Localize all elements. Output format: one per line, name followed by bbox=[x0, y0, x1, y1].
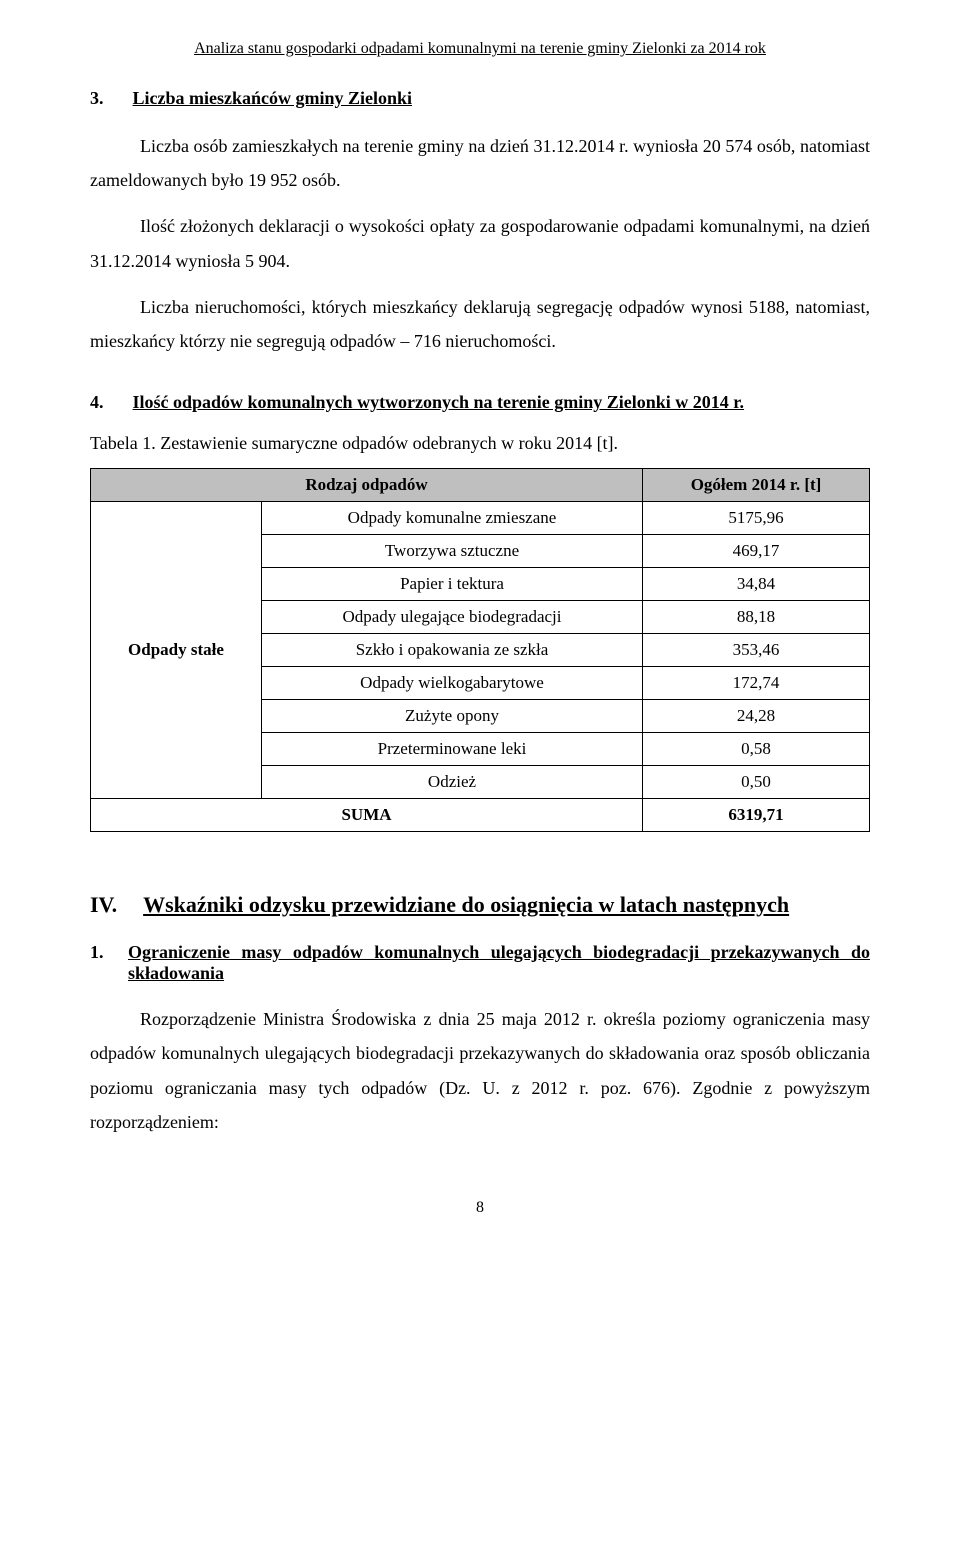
section-iv-title: Wskaźniki odzysku przewidziane do osiągn… bbox=[143, 892, 789, 917]
table-type-cell: Odpady wielkogabarytowe bbox=[262, 667, 643, 700]
table-1: Rodzaj odpadów Ogółem 2014 r. [t] Odpady… bbox=[90, 468, 870, 832]
table-col2-header: Ogółem 2014 r. [t] bbox=[643, 469, 870, 502]
section-3-para-3: Liczba nieruchomości, których mieszkańcy… bbox=[90, 290, 870, 358]
section-4-number: 4. bbox=[90, 392, 128, 413]
section-3-para-2: Ilość złożonych deklaracji o wysokości o… bbox=[90, 209, 870, 277]
section-iv-number: IV. bbox=[90, 892, 138, 918]
section-3-number: 3. bbox=[90, 88, 128, 109]
table-type-cell: Odzież bbox=[262, 766, 643, 799]
table-type-cell: Przeterminowane leki bbox=[262, 733, 643, 766]
section-iv-para-1: Rozporządzenie Ministra Środowiska z dni… bbox=[90, 1002, 870, 1139]
table-col1-header: Rodzaj odpadów bbox=[91, 469, 643, 502]
table-value-cell: 0,50 bbox=[643, 766, 870, 799]
page-number: 8 bbox=[90, 1199, 870, 1217]
section-4-title: Ilość odpadów komunalnych wytworzonych n… bbox=[133, 392, 745, 412]
table-type-cell: Szkło i opakowania ze szkła bbox=[262, 634, 643, 667]
section-iv-sub-number: 1. bbox=[90, 942, 128, 984]
table-row: Odpady stałe Odpady komunalne zmieszane … bbox=[91, 502, 870, 535]
table-row-label: Odpady stałe bbox=[91, 502, 262, 799]
section-iv-heading: IV. Wskaźniki odzysku przewidziane do os… bbox=[90, 892, 870, 918]
document-page: Analiza stanu gospodarki odpadami komuna… bbox=[0, 0, 960, 1277]
table-value-cell: 88,18 bbox=[643, 601, 870, 634]
table-value-cell: 24,28 bbox=[643, 700, 870, 733]
section-iv-sub-heading: 1. Ograniczenie masy odpadów komunalnych… bbox=[90, 942, 870, 984]
table-value-cell: 172,74 bbox=[643, 667, 870, 700]
table-type-cell: Papier i tektura bbox=[262, 568, 643, 601]
table-value-cell: 0,58 bbox=[643, 733, 870, 766]
page-header: Analiza stanu gospodarki odpadami komuna… bbox=[90, 40, 870, 58]
table-sum-row: SUMA 6319,71 bbox=[91, 799, 870, 832]
section-iv-sub-title: Ograniczenie masy odpadów komunalnych ul… bbox=[128, 942, 870, 984]
section-3-heading: 3. Liczba mieszkańców gminy Zielonki bbox=[90, 88, 870, 109]
table-value-cell: 469,17 bbox=[643, 535, 870, 568]
section-3-para-1: Liczba osób zamieszkałych na terenie gmi… bbox=[90, 129, 870, 197]
table-type-cell: Tworzywa sztuczne bbox=[262, 535, 643, 568]
table-header-row: Rodzaj odpadów Ogółem 2014 r. [t] bbox=[91, 469, 870, 502]
section-3-title: Liczba mieszkańców gminy Zielonki bbox=[133, 88, 413, 108]
table-type-cell: Zużyte opony bbox=[262, 700, 643, 733]
section-4-heading: 4. Ilość odpadów komunalnych wytworzonyc… bbox=[90, 392, 870, 413]
table-sum-label: SUMA bbox=[91, 799, 643, 832]
table-type-cell: Odpady komunalne zmieszane bbox=[262, 502, 643, 535]
table-value-cell: 34,84 bbox=[643, 568, 870, 601]
table-value-cell: 353,46 bbox=[643, 634, 870, 667]
table-sum-value: 6319,71 bbox=[643, 799, 870, 832]
table-type-cell: Odpady ulegające biodegradacji bbox=[262, 601, 643, 634]
table-value-cell: 5175,96 bbox=[643, 502, 870, 535]
table-1-caption: Tabela 1. Zestawienie sumaryczne odpadów… bbox=[90, 433, 870, 454]
